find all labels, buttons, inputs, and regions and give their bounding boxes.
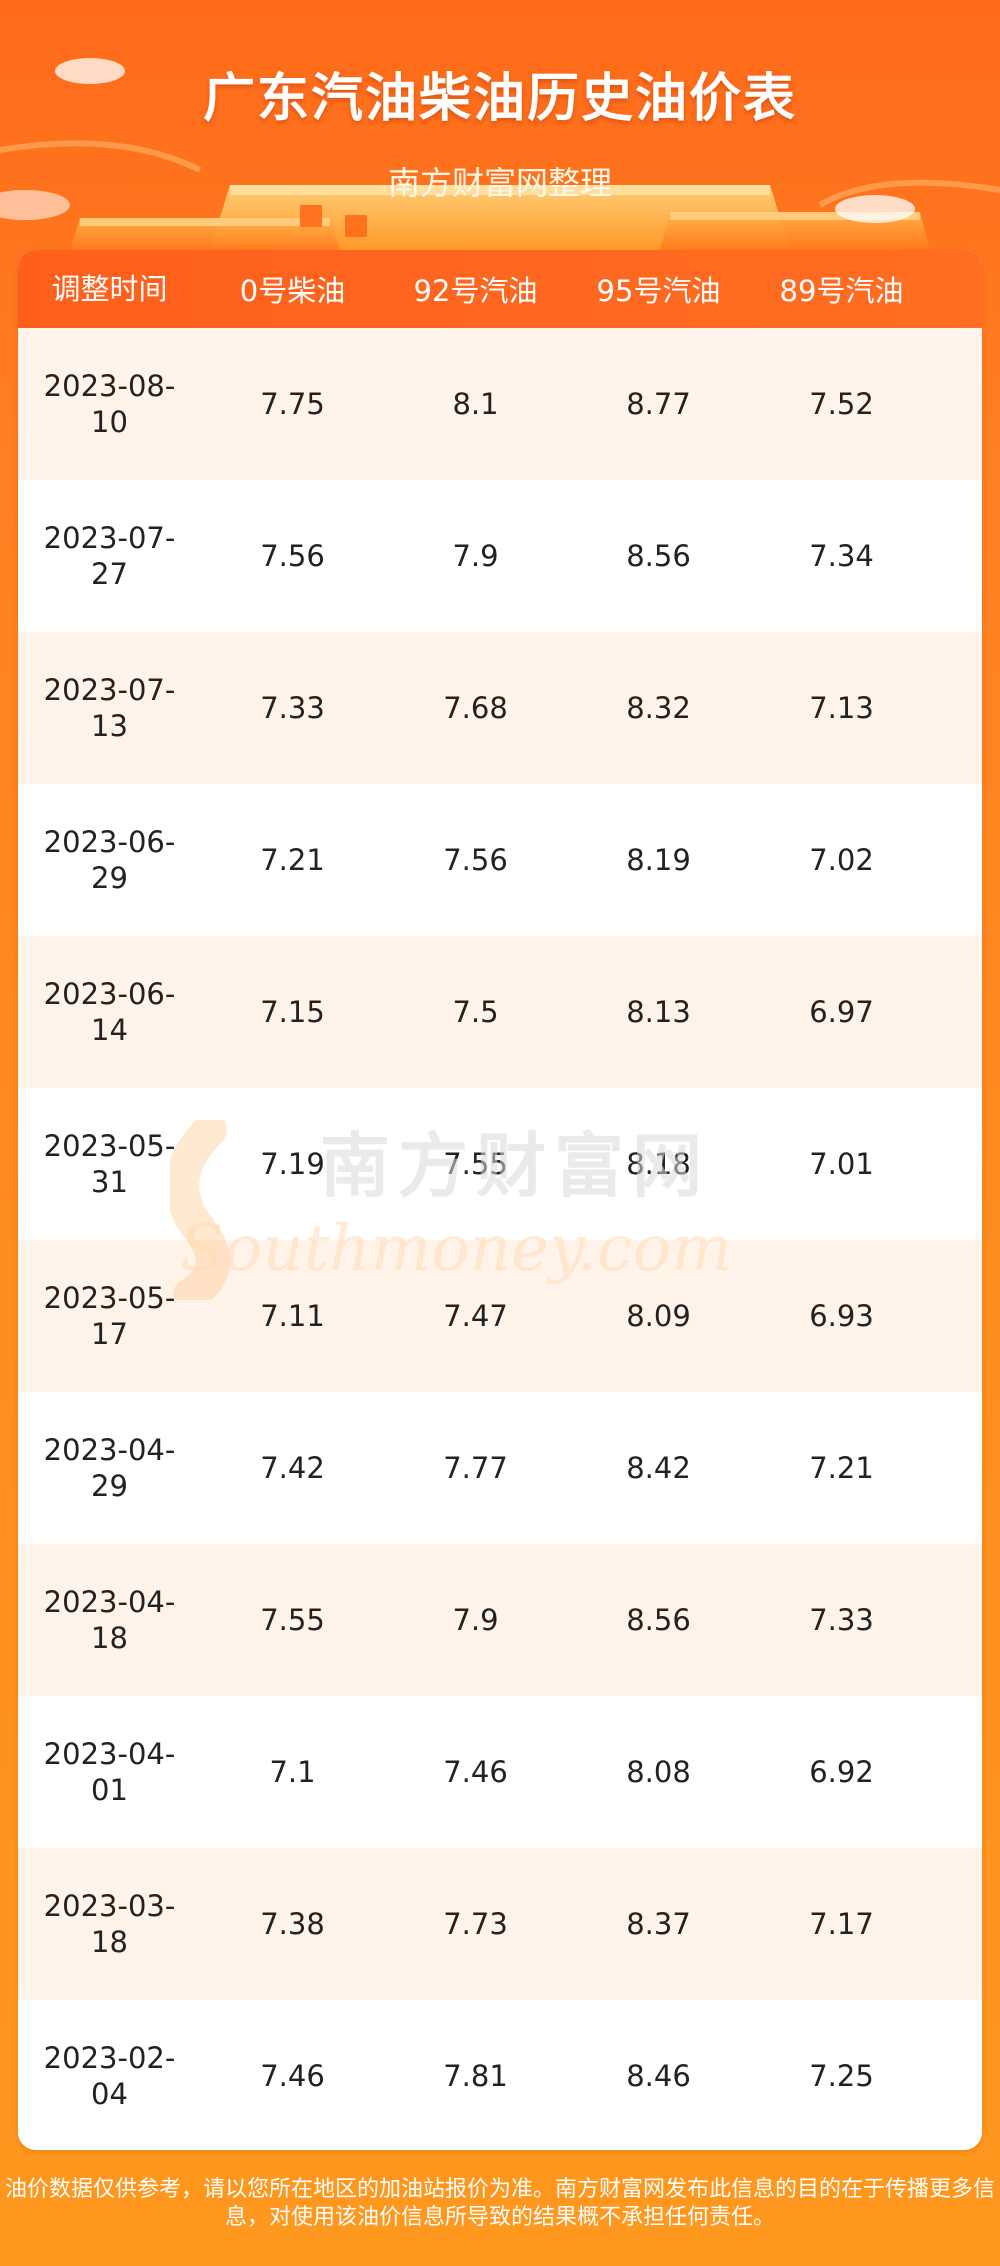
cell-gasoline-92: 7.5: [452, 995, 499, 1029]
cell-diesel-0: 7.21: [260, 843, 325, 877]
cell-gasoline-92: 7.56: [443, 843, 508, 877]
table-row: 2023-04- 29 7.42 7.77 8.42 7.21: [18, 1392, 982, 1544]
cell-gasoline-95: 8.37: [626, 1907, 691, 1941]
cell-date: 2023-02- 04: [43, 2041, 176, 2111]
cell-gasoline-92: 8.1: [452, 387, 499, 421]
price-table: 调整时间 0号柴油 92号汽油 95号汽油 89号汽油 2023-08- 10 7…: [18, 250, 982, 2150]
column-header-diesel-0: 0号柴油: [239, 274, 346, 308]
cell-gasoline-89: 7.17: [809, 1907, 874, 1941]
disclaimer-footer: 油价数据仅供参考，请以您所在地区的加油站报价为准。南方财富网发布此信息的目的在于…: [0, 2176, 1000, 2232]
cell-date: 2023-06- 29: [43, 825, 176, 895]
cell-gasoline-95: 8.32: [626, 691, 691, 725]
cell-diesel-0: 7.55: [260, 1603, 325, 1637]
cell-gasoline-92: 7.9: [452, 1603, 499, 1637]
table-row: 2023-06- 29 7.21 7.56 8.19 7.02: [18, 784, 982, 936]
cell-gasoline-89: 7.21: [809, 1451, 874, 1485]
cell-date: 2023-08- 10: [43, 369, 176, 439]
cell-diesel-0: 7.46: [260, 2059, 325, 2093]
table-row: 2023-03- 18 7.38 7.73 8.37 7.17: [18, 1848, 982, 2000]
disclaimer-line-1: 油价数据仅供参考，请以您所在地区的加油站报价为准。南方财富网发布此信息的目的在于…: [4, 2177, 995, 2202]
column-header-gasoline-92: 92号汽油: [413, 274, 538, 308]
cloud-decoration-icon: [835, 195, 915, 223]
cell-date: 2023-04- 01: [43, 1737, 176, 1807]
table-row: 2023-06- 14 7.15 7.5 8.13 6.97: [18, 936, 982, 1088]
cell-diesel-0: 7.38: [260, 1907, 325, 1941]
cell-diesel-0: 7.42: [260, 1451, 325, 1485]
cell-diesel-0: 7.19: [260, 1147, 325, 1181]
cell-gasoline-89: 6.93: [809, 1299, 874, 1333]
cell-date: 2023-05- 17: [43, 1281, 176, 1351]
cell-gasoline-95: 8.42: [626, 1451, 691, 1485]
cell-diesel-0: 7.11: [260, 1299, 325, 1333]
table-row: 2023-04- 18 7.55 7.9 8.56 7.33: [18, 1544, 982, 1696]
table-row: 2023-07- 13 7.33 7.68 8.32 7.13: [18, 632, 982, 784]
page-title: 广东汽油柴油历史油价表: [202, 69, 797, 129]
cell-gasoline-92: 7.77: [443, 1451, 508, 1485]
cell-gasoline-95: 8.08: [626, 1755, 691, 1789]
cell-gasoline-92: 7.73: [443, 1907, 508, 1941]
cell-diesel-0: 7.56: [260, 539, 325, 573]
cell-date: 2023-04- 18: [43, 1585, 176, 1655]
podium-decoration-icon: [0, 140, 1000, 250]
column-header-gasoline-95: 95号汽油: [596, 274, 721, 308]
cell-gasoline-92: 7.68: [443, 691, 508, 725]
cloud-decoration-icon: [0, 190, 70, 220]
column-header-date: 调整时间: [51, 272, 168, 306]
cell-gasoline-92: 7.81: [443, 2059, 508, 2093]
cell-gasoline-92: 7.47: [443, 1299, 508, 1333]
table-row: 2023-05- 17 7.11 7.47 8.09 6.93: [18, 1240, 982, 1392]
cell-diesel-0: 7.75: [260, 387, 325, 421]
cell-gasoline-95: 8.18: [626, 1147, 691, 1181]
cell-date: 2023-04- 29: [43, 1433, 176, 1503]
table-row: 2023-08- 10 7.75 8.1 8.77 7.52: [18, 328, 982, 480]
cell-gasoline-92: 7.9: [452, 539, 499, 573]
cell-gasoline-92: 7.46: [443, 1755, 508, 1789]
cell-date: 2023-07- 27: [43, 521, 176, 591]
cell-gasoline-89: 6.92: [809, 1755, 874, 1789]
cell-gasoline-95: 8.46: [626, 2059, 691, 2093]
cell-gasoline-95: 8.56: [626, 1603, 691, 1637]
cell-date: 2023-05- 31: [43, 1129, 176, 1199]
cell-gasoline-89: 7.01: [809, 1147, 874, 1181]
cell-date: 2023-07- 13: [43, 673, 176, 743]
cell-gasoline-89: 7.33: [809, 1603, 874, 1637]
table-row: 2023-07- 27 7.56 7.9 8.56 7.34: [18, 480, 982, 632]
cell-gasoline-89: 7.34: [809, 539, 874, 573]
cell-gasoline-89: 6.97: [809, 995, 874, 1029]
cloud-decoration-icon: [55, 58, 125, 84]
table-header: 调整时间 0号柴油 92号汽油 95号汽油 89号汽油: [18, 250, 982, 328]
column-header-gasoline-89: 89号汽油: [779, 274, 904, 308]
cell-gasoline-95: 8.77: [626, 387, 691, 421]
hero-banner: 广东汽油柴油历史油价表 南方财富网整理: [0, 0, 1000, 250]
cell-date: 2023-03- 18: [43, 1889, 176, 1959]
cell-gasoline-95: 8.19: [626, 843, 691, 877]
cell-gasoline-92: 7.55: [443, 1147, 508, 1181]
table-row: 2023-05- 31 7.19 7.55 8.18 7.01: [18, 1088, 982, 1240]
cell-diesel-0: 7.1: [269, 1755, 316, 1789]
cell-date: 2023-06- 14: [43, 977, 176, 1047]
table-row: 2023-02- 04 7.46 7.81 8.46 7.25: [18, 2000, 982, 2150]
table-row: 2023-04- 01 7.1 7.46 8.08 6.92: [18, 1696, 982, 1848]
cell-diesel-0: 7.33: [260, 691, 325, 725]
disclaimer-line-2: 息，对使用该油价信息所导致的结果概不承担任何责任。: [224, 2205, 775, 2230]
cell-gasoline-95: 8.09: [626, 1299, 691, 1333]
cell-gasoline-95: 8.56: [626, 539, 691, 573]
cell-diesel-0: 7.15: [260, 995, 325, 1029]
cell-gasoline-89: 7.25: [809, 2059, 874, 2093]
page-subtitle: 南方财富网整理: [387, 164, 612, 202]
cell-gasoline-89: 7.13: [809, 691, 874, 725]
cell-gasoline-89: 7.52: [809, 387, 874, 421]
cell-gasoline-89: 7.02: [809, 843, 874, 877]
cell-gasoline-95: 8.13: [626, 995, 691, 1029]
